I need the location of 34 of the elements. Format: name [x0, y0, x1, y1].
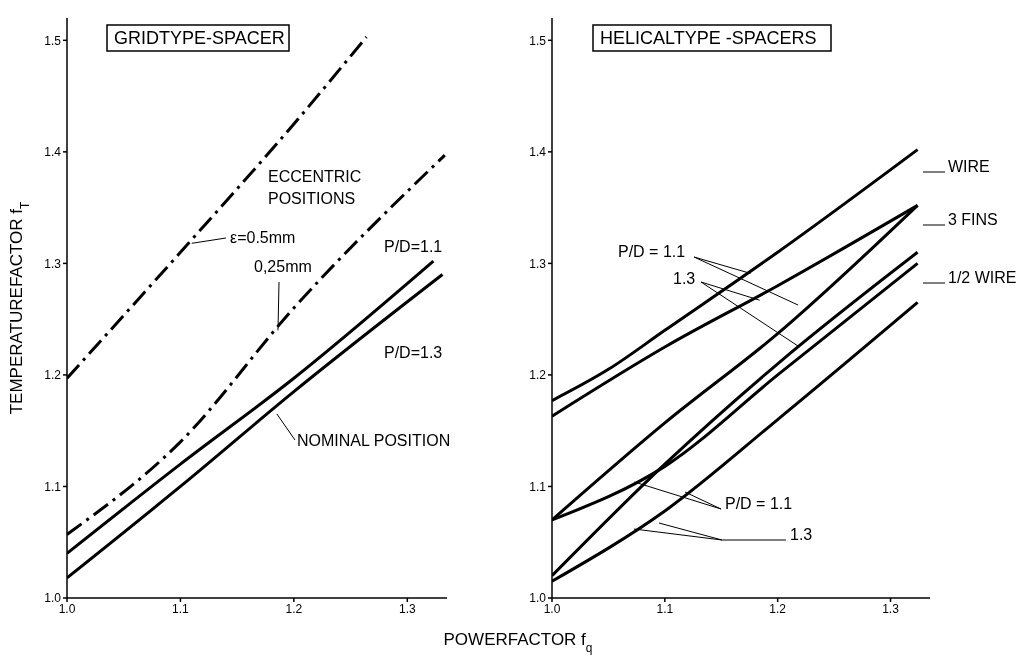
annotation: NOMINAL POSITION [297, 432, 451, 449]
y-tick-label: 1.2 [44, 368, 62, 383]
annotation: P/D = 1.1 [618, 243, 686, 260]
y-tick-label: 1.5 [529, 33, 547, 48]
annotation: ε=0.5mm [230, 229, 296, 246]
y-tick-label: 1.1 [529, 479, 547, 494]
annotation: ECCENTRIC POSITIONS [268, 168, 362, 208]
y-tick-label: 1.4 [529, 145, 547, 160]
y-tick-label: 1.3 [529, 256, 547, 271]
x-tick-label: 1.2 [769, 601, 787, 616]
text: WIRE [948, 158, 990, 175]
x-tick-label: 1.1 [656, 601, 674, 616]
y-tick-label: 1.2 [529, 368, 547, 383]
annotation: 0,25mm [254, 258, 312, 275]
annotation: 1.3 [790, 526, 813, 543]
text: HELICALTYPE -SPACERS [600, 28, 817, 48]
y-tick-label: 1.3 [44, 256, 62, 271]
text: 1/2 WIRE [948, 269, 1017, 286]
y-tick-label: 1.5 [44, 33, 62, 48]
annotation: 1.3 [673, 270, 696, 287]
x-tick-label: 1.3 [398, 601, 416, 616]
annotation: P/D=1.1 [384, 238, 443, 255]
text: 3 FINS [948, 211, 998, 228]
x-tick-label: 1.0 [543, 601, 561, 616]
x-tick-label: 1.1 [172, 601, 190, 616]
text: GRIDTYPE-SPACER [114, 28, 285, 48]
y-tick-label: 1.1 [44, 479, 62, 494]
y-tick-label: 1.4 [44, 145, 62, 160]
x-tick-label: 1.2 [285, 601, 303, 616]
x-tick-label: 1.3 [882, 601, 900, 616]
x-tick-label: 1.0 [58, 601, 76, 616]
annotation: P/D = 1.1 [725, 495, 793, 512]
x-axis-title: POWERFACTOR f$_{q}$ [443, 630, 593, 655]
annotation: P/D=1.3 [384, 344, 443, 361]
